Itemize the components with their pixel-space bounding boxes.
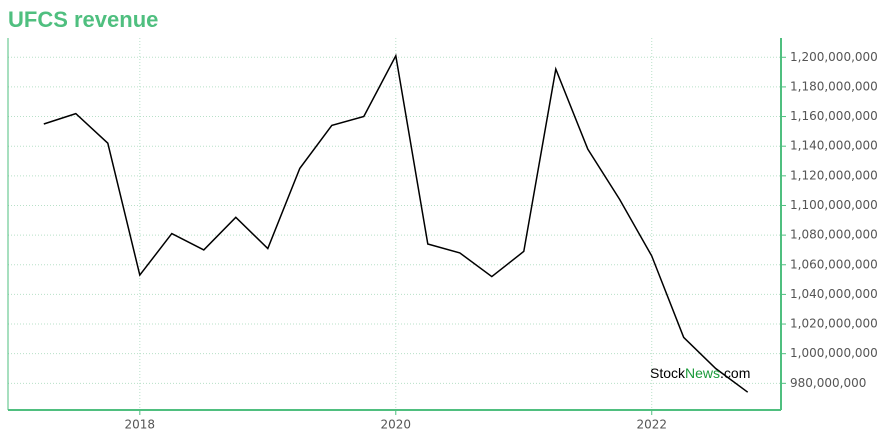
y-tick-label: 1,180,000,000	[790, 79, 878, 93]
line	[43, 53, 749, 393]
y-tick-label: 1,020,000,000	[790, 317, 878, 331]
y-tick-label: 1,080,000,000	[790, 228, 878, 242]
y-tick-label: 1,140,000,000	[790, 139, 878, 153]
x-tick-label: 2020	[381, 418, 412, 432]
watermark-part: News	[685, 365, 720, 381]
chart-title: UFCS revenue	[8, 7, 158, 32]
x-tick-label: 2022	[636, 418, 667, 432]
x-tick-label: 2018	[125, 418, 156, 432]
watermark-part: .com	[720, 365, 750, 381]
y-tick-label: 1,100,000,000	[790, 198, 878, 212]
y-tick-label: 1,040,000,000	[790, 287, 878, 301]
y-tick-label: 1,160,000,000	[790, 109, 878, 123]
y-tick-label: 980,000,000	[790, 376, 866, 390]
watermark: StockNews.com	[650, 365, 750, 381]
watermark-part: Stock	[650, 365, 686, 381]
y-tick-label: 1,120,000,000	[790, 168, 878, 182]
y-tick-label: 1,060,000,000	[790, 257, 878, 271]
y-tick-label: 1,200,000,000	[790, 50, 878, 64]
y-tick-label: 1,000,000,000	[790, 346, 878, 360]
